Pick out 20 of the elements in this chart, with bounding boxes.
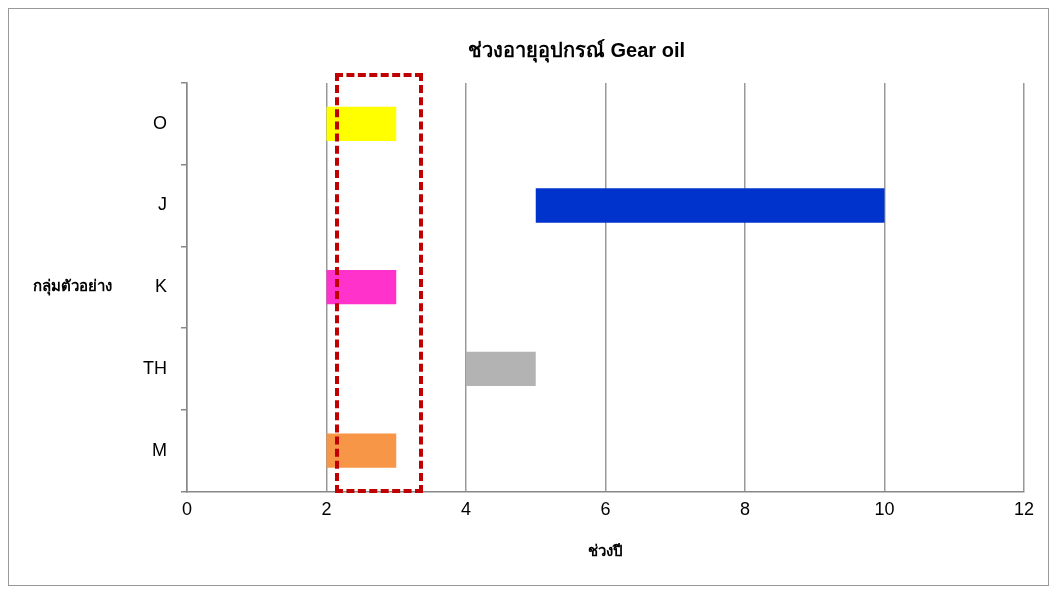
x-tick-label: 6 bbox=[600, 499, 611, 520]
y-tick-label: M bbox=[151, 439, 167, 460]
y-tick-label: O bbox=[152, 112, 167, 133]
bar bbox=[535, 188, 885, 223]
y-tick-label: TH bbox=[142, 357, 167, 378]
bar bbox=[326, 106, 397, 141]
y-axis-title: กลุ่มตัวอย่าง bbox=[33, 277, 112, 297]
x-tick-label: 8 bbox=[739, 499, 751, 520]
bar bbox=[326, 270, 397, 305]
y-tick-label: J bbox=[157, 194, 167, 215]
x-tick-label: 10 bbox=[874, 499, 895, 520]
x-tick-label: 4 bbox=[460, 499, 471, 520]
chart-title: ช่วงอายุอุปกรณ์ Gear oil bbox=[467, 38, 686, 63]
x-tick-label: 12 bbox=[1013, 499, 1035, 520]
x-tick-label: 0 bbox=[181, 499, 192, 520]
x-tick-label: 2 bbox=[321, 499, 332, 520]
bar bbox=[326, 433, 397, 468]
y-tick-label: K bbox=[154, 276, 167, 297]
x-axis-title: ช่วงปี bbox=[588, 542, 623, 560]
bar bbox=[466, 351, 536, 387]
